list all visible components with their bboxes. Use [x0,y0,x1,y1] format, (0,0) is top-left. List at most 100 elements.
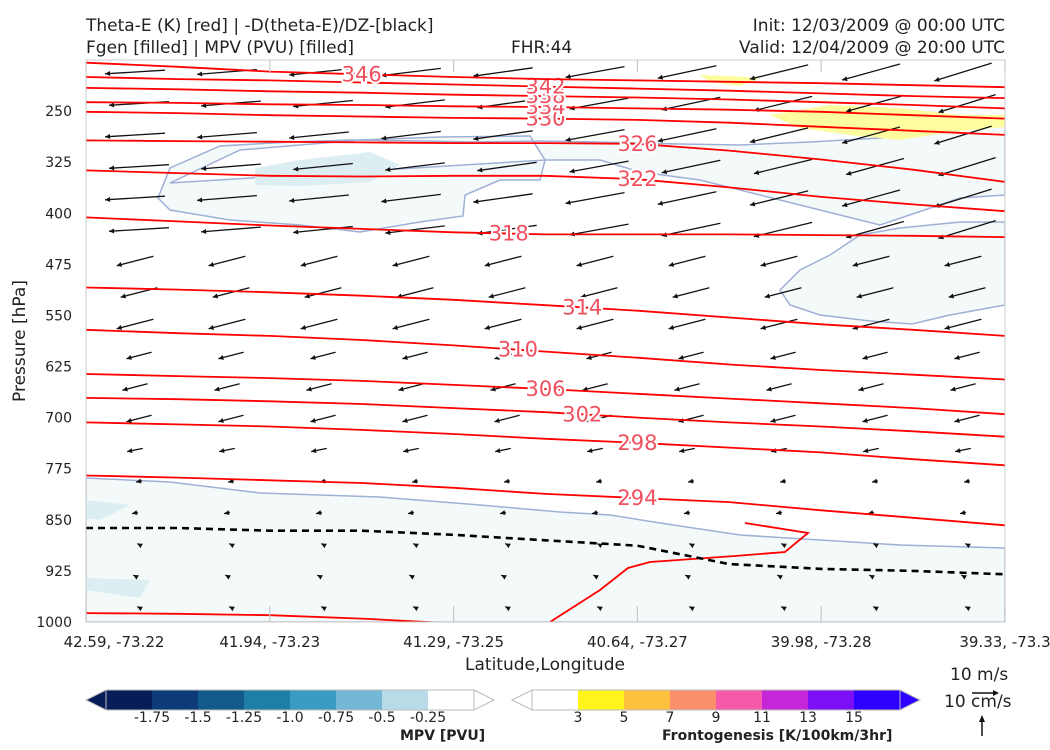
wind-vector [780,605,787,612]
wind-vector [760,318,798,330]
y-tick-label: 325 [45,155,72,171]
fgen-region-upper-right [770,105,1005,140]
fgen-region-top [700,75,760,86]
fgen-colorbar-tick: 3 [574,710,583,726]
wind-vector [109,164,169,171]
wind-vector [862,414,888,423]
wind-vector [770,351,796,360]
wind-vector [955,447,971,454]
wind-vector [385,225,445,235]
wind-vector [576,318,614,330]
wind-vector [963,478,971,484]
wind-vector [841,189,901,208]
mpv-colorbar-tick: -1.25 [226,710,262,726]
mpv-colorbar-tick: -1.5 [184,710,211,726]
theta-e-contour-310 [86,328,1005,381]
wind-vector [136,605,143,612]
mpv-colorbar-tick: -0.75 [318,710,354,726]
wind-vector [678,351,704,360]
wind-vector [105,195,165,202]
theta-e-label-326: 326 [617,132,657,156]
wind-vector [316,574,323,580]
theta-e-contour-334 [86,101,1005,120]
fgen-colorbar-swatch [624,690,671,710]
fgen-colorbar-swatch [762,690,809,710]
wind-reference-horizontal-label: 10 m/s [950,665,1009,685]
wind-vector [412,542,419,549]
wind-vector [218,414,244,423]
wind-vector [135,478,143,484]
mpv-colorbar-tick: -0.5 [368,710,395,726]
wind-vector [776,574,783,580]
wind-vector [679,447,695,454]
fgen-colorbar-title: Frontogenesis [K/100km/3hr] [662,728,893,744]
wind-vector [477,161,537,173]
wind-vector [964,605,971,612]
wind-vector [402,414,428,423]
wind-vector [402,351,428,360]
wind-vector [674,383,700,392]
wind-vector [392,255,430,267]
x-tick-label: 42.59, -73.22 [64,633,165,651]
wind-vector [214,383,240,392]
wind-vector [403,447,419,454]
fgen-colorbar-tick: 15 [845,710,863,726]
wind-vector [289,68,349,77]
fgen-colorbar-swatch [532,690,579,710]
wind-vector [495,447,511,454]
theta-e-contour-322 [86,169,1005,213]
wind-vector [201,163,261,171]
wind-vector [310,414,336,423]
wind-vector [494,414,520,423]
mpv-colorbar-swatch [244,690,291,710]
wind-vector [197,194,257,203]
theta-e-contour-338 [86,87,1005,110]
wind-vector [596,605,603,612]
theta-e-contour-290 [86,612,445,622]
wind-vector [488,287,526,299]
plot-frame [85,59,1006,623]
theta-e-contour-342 [86,76,1005,99]
y-tick-label: 625 [45,360,72,376]
wind-vector [580,287,618,299]
wind-vector [959,510,967,516]
wind-vector [484,318,522,330]
theta-e-label-322: 322 [617,167,657,191]
wind-vector [668,318,706,330]
theta-e-contour-290-hook [549,522,811,622]
wind-vector [105,132,165,139]
wind-vector [197,131,257,140]
mpv-region-lower [86,477,1005,622]
theta-e-contour-314 [86,286,1005,337]
mpv-colorbar-swatch [336,690,383,710]
mpv-colorbar-swatch [198,690,245,710]
wind-vector [852,255,890,267]
wind-vector [473,130,533,141]
theta-e-label-330: 330 [525,107,565,131]
wind-vector [306,383,332,392]
x-axis-label: Latitude,Longitude [465,655,625,675]
wind-vector [770,414,796,423]
theta-e-contour-346 [86,61,1005,89]
wind-vector [764,287,802,299]
wind-vector [960,574,967,580]
title-line-2: Fgen [filled] | MPV (PVU) [filled] [86,38,355,58]
wind-vector [494,351,520,360]
fgen-colorbar-swatch [716,690,763,710]
theta-e-label-306: 306 [525,377,565,401]
wind-vector [320,605,327,612]
theta-e-label-290: 290 [709,638,749,662]
mpv-colorbar-tick: -0.25 [410,710,446,726]
wind-vector [105,69,165,76]
colorbar-layer: -1.75 -1.5 -1.25 -1.0 -0.75 -0.5 -0.25 3 5 7 9 11 13… [84,689,922,726]
wind-vector [684,574,691,580]
wind-vector [687,478,695,484]
valid-time: Valid: 12/04/2009 @ 20:00 UTC [739,38,1005,58]
wind-vector [504,542,511,549]
wind-vector [208,318,246,330]
fgen-colorbar-tick: 5 [620,710,629,726]
wind-vector [320,542,327,549]
mpv-fgen-fill-layer [86,75,1005,622]
wind-vector [228,542,235,549]
wind-vector [576,255,614,267]
